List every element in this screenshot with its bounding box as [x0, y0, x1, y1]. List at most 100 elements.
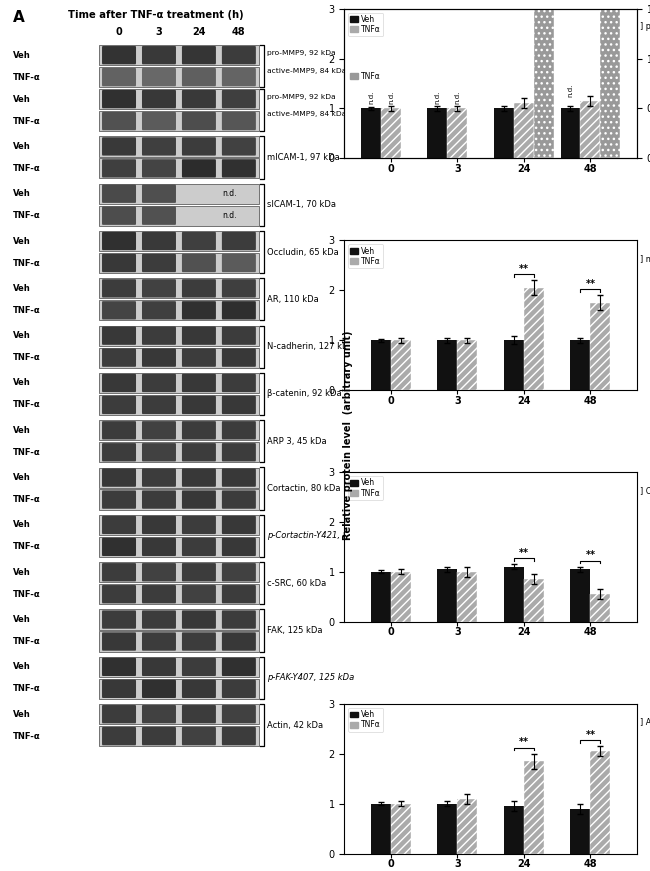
Bar [437, 804, 458, 854]
FancyBboxPatch shape [182, 232, 216, 250]
FancyBboxPatch shape [102, 159, 136, 178]
FancyBboxPatch shape [222, 159, 256, 178]
Legend: Veh, TNFα: Veh, TNFα [348, 708, 383, 732]
FancyBboxPatch shape [182, 632, 216, 651]
Text: TNF-α: TNF-α [13, 306, 40, 314]
FancyBboxPatch shape [142, 374, 176, 392]
FancyBboxPatch shape [182, 422, 216, 440]
FancyBboxPatch shape [142, 46, 176, 64]
Bar [99, 111, 259, 132]
FancyBboxPatch shape [182, 159, 216, 178]
Text: Actin, 42 kDa: Actin, 42 kDa [267, 720, 323, 730]
FancyBboxPatch shape [182, 253, 216, 272]
Text: TNF-α: TNF-α [13, 637, 40, 646]
Text: **: ** [519, 548, 529, 558]
Text: Veh: Veh [13, 662, 31, 672]
Bar [590, 303, 610, 390]
Text: TNF-α: TNF-α [13, 259, 40, 267]
Text: ARP 3, 45 kDa: ARP 3, 45 kDa [267, 436, 327, 446]
Bar [504, 341, 524, 390]
Text: c-SRC, 60 kDa: c-SRC, 60 kDa [267, 578, 326, 588]
Bar [571, 808, 590, 854]
Bar [99, 490, 259, 510]
Text: n.d.: n.d. [567, 84, 573, 98]
FancyBboxPatch shape [102, 611, 136, 629]
FancyBboxPatch shape [142, 632, 176, 651]
Bar [99, 442, 259, 463]
FancyBboxPatch shape [142, 469, 176, 487]
FancyBboxPatch shape [222, 705, 256, 723]
Bar [99, 468, 259, 488]
Text: n.d.: n.d. [541, 40, 547, 54]
Bar [437, 570, 458, 622]
FancyBboxPatch shape [102, 563, 136, 582]
Text: TNF-α: TNF-α [13, 164, 40, 172]
FancyBboxPatch shape [182, 537, 216, 556]
FancyBboxPatch shape [182, 46, 216, 64]
FancyBboxPatch shape [182, 679, 216, 698]
Text: Veh: Veh [13, 521, 31, 530]
FancyBboxPatch shape [102, 280, 136, 298]
Bar [99, 45, 259, 65]
Bar [99, 231, 259, 251]
FancyBboxPatch shape [182, 374, 216, 392]
FancyBboxPatch shape [222, 301, 256, 320]
Text: TNF-α: TNF-α [13, 495, 40, 504]
Bar [99, 631, 259, 652]
Text: ] mICAM-1: ] mICAM-1 [640, 254, 650, 263]
Text: active-MMP9, 84 kDa: active-MMP9, 84 kDa [267, 111, 346, 118]
Bar [437, 341, 458, 390]
FancyBboxPatch shape [142, 327, 176, 345]
Text: Time after TNF-α treatment (h): Time after TNF-α treatment (h) [68, 10, 244, 19]
Text: Veh: Veh [13, 710, 31, 719]
FancyBboxPatch shape [142, 679, 176, 698]
Text: TNF-α: TNF-α [13, 732, 40, 740]
FancyBboxPatch shape [142, 537, 176, 556]
Text: TNF-α: TNF-α [13, 401, 40, 409]
FancyBboxPatch shape [142, 705, 176, 723]
FancyBboxPatch shape [142, 280, 176, 298]
Text: p-Cortactin-Y421, 80 kDa: p-Cortactin-Y421, 80 kDa [267, 531, 372, 540]
Text: TNF-α: TNF-α [13, 448, 40, 456]
FancyBboxPatch shape [222, 469, 256, 487]
Text: Veh: Veh [13, 189, 31, 199]
FancyBboxPatch shape [182, 111, 216, 131]
Text: TNF-α: TNF-α [13, 72, 40, 82]
Bar [99, 184, 259, 204]
FancyBboxPatch shape [222, 232, 256, 250]
Bar [391, 572, 411, 622]
Bar [524, 287, 544, 390]
FancyBboxPatch shape [222, 632, 256, 651]
Text: A: A [13, 10, 25, 24]
Bar [504, 567, 524, 622]
FancyBboxPatch shape [142, 490, 176, 509]
FancyBboxPatch shape [102, 327, 136, 345]
FancyBboxPatch shape [222, 679, 256, 698]
FancyBboxPatch shape [182, 563, 216, 582]
Text: ] AR: ] AR [640, 718, 650, 726]
FancyBboxPatch shape [142, 348, 176, 367]
Bar [99, 515, 259, 535]
FancyBboxPatch shape [102, 374, 136, 392]
Bar [504, 807, 524, 854]
Bar [560, 108, 580, 159]
FancyBboxPatch shape [222, 327, 256, 345]
Bar [99, 373, 259, 393]
Text: Veh: Veh [13, 95, 31, 104]
Text: n.d.: n.d. [368, 91, 374, 105]
Bar [428, 108, 447, 159]
FancyBboxPatch shape [222, 516, 256, 534]
FancyBboxPatch shape [142, 443, 176, 462]
FancyBboxPatch shape [142, 658, 176, 676]
Text: N-cadherin, 127 kDa: N-cadherin, 127 kDa [267, 342, 354, 351]
FancyBboxPatch shape [182, 490, 216, 509]
Bar [590, 752, 610, 854]
FancyBboxPatch shape [182, 658, 216, 676]
FancyBboxPatch shape [182, 727, 216, 746]
Text: pro-MMP9, 92 kDa: pro-MMP9, 92 kDa [267, 94, 336, 100]
Legend: Veh, TNFα: Veh, TNFα [348, 244, 383, 268]
Bar [391, 341, 411, 390]
Bar [99, 206, 259, 226]
Legend: Veh, TNFα: Veh, TNFα [348, 476, 383, 500]
FancyBboxPatch shape [222, 374, 256, 392]
